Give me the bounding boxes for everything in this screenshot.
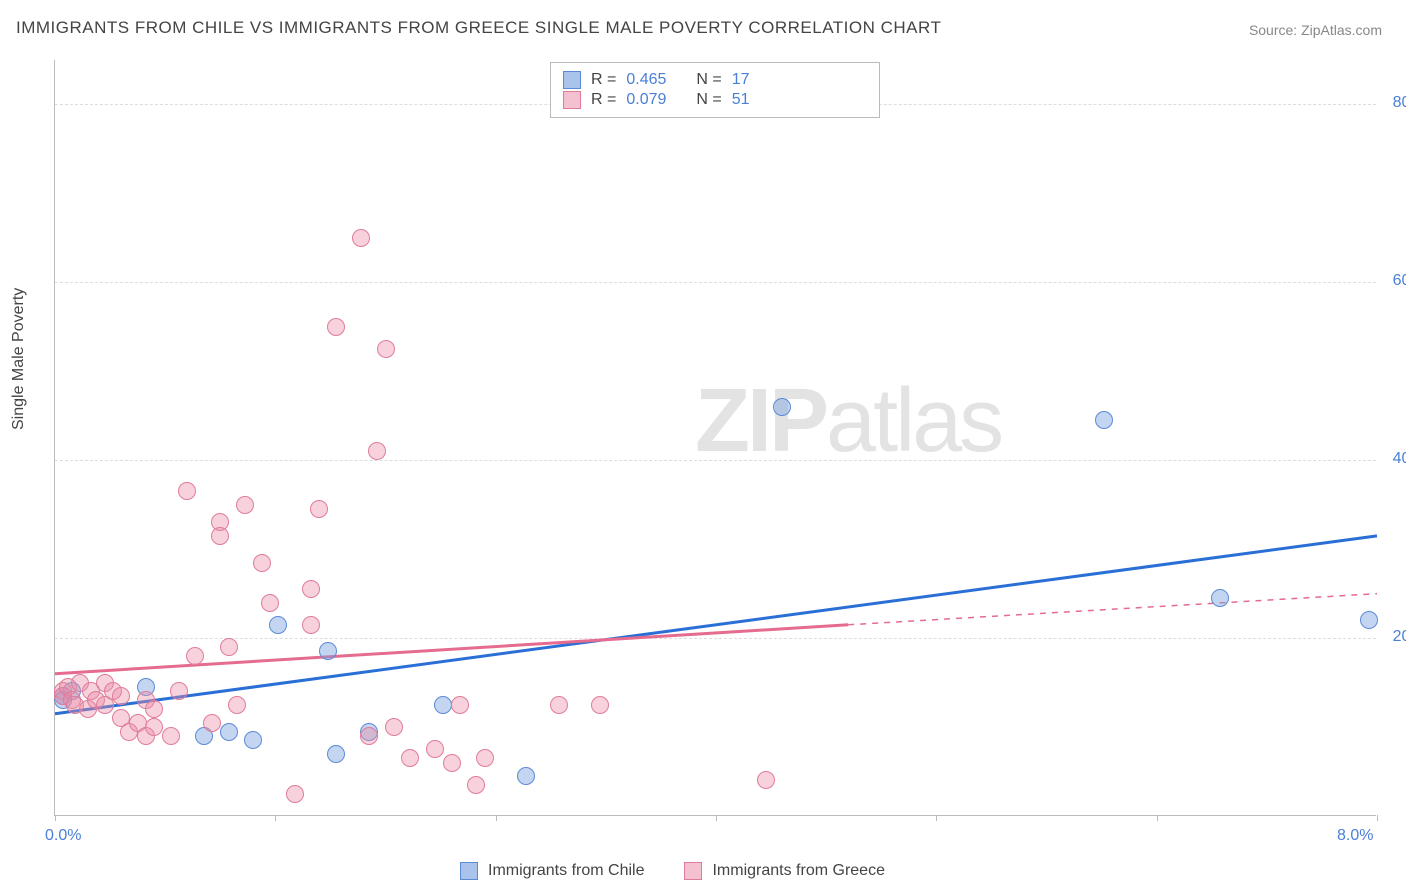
- legend-r-value: 0.079: [626, 91, 666, 109]
- scatter-point: [426, 740, 444, 758]
- legend-swatch: [563, 91, 581, 109]
- series-legend: Immigrants from Chile Immigrants from Gre…: [460, 862, 885, 880]
- scatter-point: [186, 647, 204, 665]
- scatter-point: [269, 616, 287, 634]
- scatter-point: [385, 718, 403, 736]
- scatter-point: [178, 482, 196, 500]
- scatter-point: [1095, 411, 1113, 429]
- scatter-point: [244, 731, 262, 749]
- scatter-point: [352, 229, 370, 247]
- scatter-point: [360, 727, 378, 745]
- scatter-point: [319, 642, 337, 660]
- scatter-point: [517, 767, 535, 785]
- legend-n-value: 17: [732, 71, 750, 89]
- legend-correlation-row: R = 0.079 N = 51: [563, 91, 867, 109]
- scatter-point: [203, 714, 221, 732]
- legend-r-label: R =: [591, 91, 616, 109]
- scatter-point: [773, 398, 791, 416]
- scatter-point: [170, 682, 188, 700]
- scatter-point: [236, 496, 254, 514]
- scatter-point: [434, 696, 452, 714]
- scatter-point: [253, 554, 271, 572]
- scatter-point: [327, 745, 345, 763]
- y-axis-label: Single Male Poverty: [10, 288, 28, 430]
- x-tick-label: 0.0%: [45, 827, 81, 845]
- x-tick: [1157, 815, 1158, 821]
- scatter-point: [302, 580, 320, 598]
- chart-title: IMMIGRANTS FROM CHILE VS IMMIGRANTS FROM…: [16, 18, 941, 38]
- scatter-point: [220, 638, 238, 656]
- scatter-point: [443, 754, 461, 772]
- scatter-point: [310, 500, 328, 518]
- source-attribution: Source: ZipAtlas.com: [1249, 22, 1382, 38]
- scatter-point: [377, 340, 395, 358]
- legend-r-value: 0.465: [626, 71, 666, 89]
- scatter-point: [261, 594, 279, 612]
- legend-swatch: [563, 71, 581, 89]
- legend-series-item: Immigrants from Chile: [460, 862, 644, 880]
- points-layer: [55, 60, 1376, 815]
- legend-series-label: Immigrants from Greece: [712, 862, 884, 880]
- correlation-legend: R = 0.465 N = 17 R = 0.079 N = 51: [550, 62, 880, 118]
- x-tick: [716, 815, 717, 821]
- x-tick: [55, 815, 56, 821]
- legend-swatch: [684, 862, 702, 880]
- y-tick-label: 20.0%: [1393, 628, 1406, 646]
- scatter-point: [302, 616, 320, 634]
- legend-n-label: N =: [696, 71, 721, 89]
- scatter-point: [451, 696, 469, 714]
- x-tick: [1377, 815, 1378, 821]
- legend-correlation-row: R = 0.465 N = 17: [563, 71, 867, 89]
- scatter-point: [286, 785, 304, 803]
- scatter-point: [1211, 589, 1229, 607]
- scatter-point: [228, 696, 246, 714]
- legend-n-value: 51: [732, 91, 750, 109]
- scatter-point: [1360, 611, 1378, 629]
- scatter-point: [145, 718, 163, 736]
- y-tick-label: 60.0%: [1393, 272, 1406, 290]
- legend-n-label: N =: [696, 91, 721, 109]
- x-tick: [275, 815, 276, 821]
- scatter-point: [476, 749, 494, 767]
- legend-series-item: Immigrants from Greece: [684, 862, 884, 880]
- scatter-point: [112, 687, 130, 705]
- x-tick: [496, 815, 497, 821]
- legend-swatch: [460, 862, 478, 880]
- scatter-point: [327, 318, 345, 336]
- scatter-point: [757, 771, 775, 789]
- scatter-point: [220, 723, 238, 741]
- scatter-point: [162, 727, 180, 745]
- scatter-point: [591, 696, 609, 714]
- x-tick: [936, 815, 937, 821]
- legend-r-label: R =: [591, 71, 616, 89]
- y-tick-label: 80.0%: [1393, 94, 1406, 112]
- legend-series-label: Immigrants from Chile: [488, 862, 644, 880]
- y-tick-label: 40.0%: [1393, 450, 1406, 468]
- scatter-point: [401, 749, 419, 767]
- scatter-point: [211, 527, 229, 545]
- scatter-point: [550, 696, 568, 714]
- plot-area: ZIPatlas 20.0%40.0%60.0%80.0%0.0%8.0%: [54, 60, 1376, 816]
- scatter-point: [368, 442, 386, 460]
- x-tick-label: 8.0%: [1337, 827, 1373, 845]
- scatter-point: [467, 776, 485, 794]
- scatter-point: [145, 700, 163, 718]
